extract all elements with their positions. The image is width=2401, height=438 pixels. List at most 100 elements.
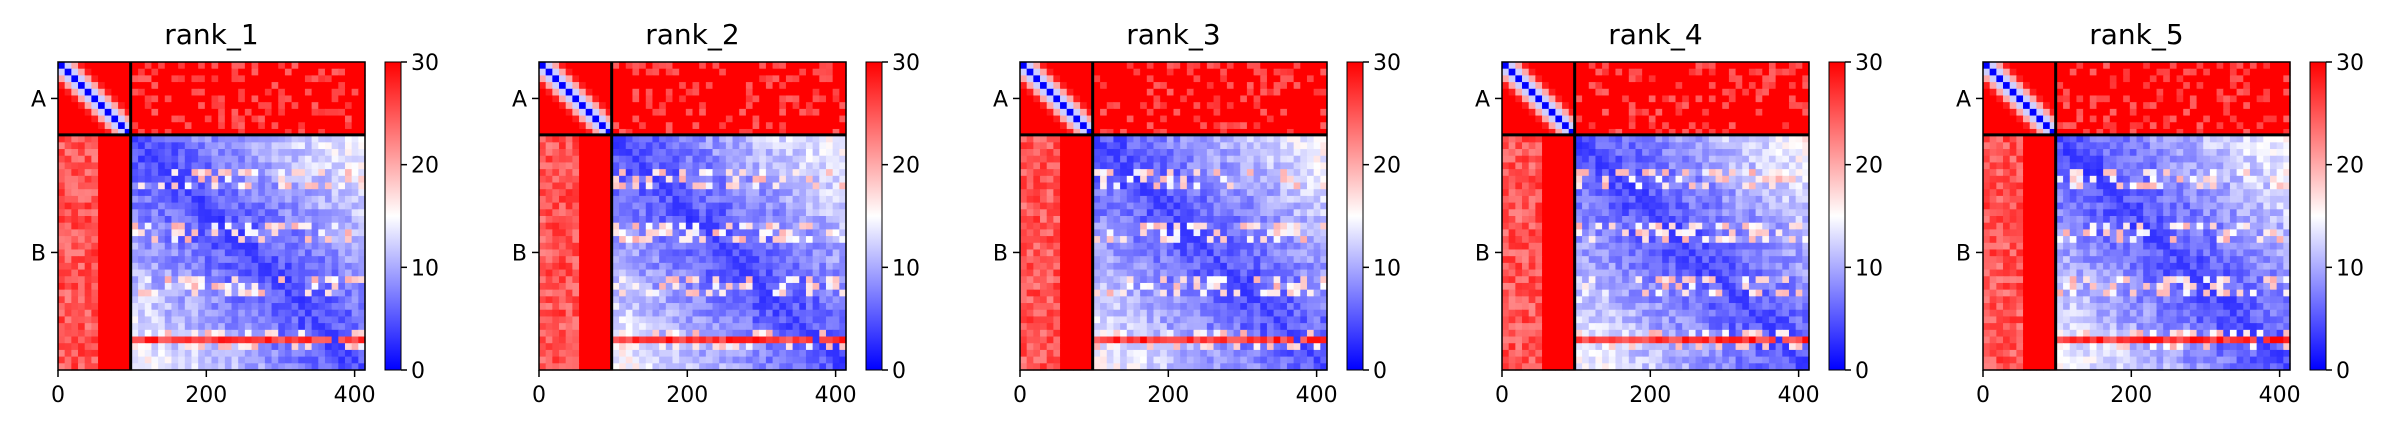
heatmap-cell <box>251 162 259 170</box>
heatmap-cell <box>204 162 213 170</box>
heatmap-cell <box>645 289 654 297</box>
heatmap-cell <box>1173 135 1181 143</box>
heatmap-cell <box>705 216 714 224</box>
heatmap-cell <box>1240 135 1248 143</box>
heatmap-cell <box>599 62 607 70</box>
heatmap-cell <box>785 296 794 304</box>
heatmap-cell <box>792 336 800 344</box>
heatmap-cell <box>679 276 687 284</box>
heatmap-cell <box>71 216 79 224</box>
heatmap-cell <box>1246 75 1255 83</box>
heatmap-cell <box>819 202 827 210</box>
heatmap-cell <box>785 88 794 97</box>
heatmap-cell <box>138 182 146 190</box>
heatmap-cell <box>231 269 239 277</box>
heatmap-cell <box>204 135 213 143</box>
heatmap-cell <box>151 249 159 257</box>
heatmap-cell <box>284 122 293 130</box>
heatmap-cell <box>792 82 800 90</box>
heatmap-cell <box>251 323 259 331</box>
heatmap-cell <box>539 349 547 358</box>
heatmap-cell <box>752 282 760 291</box>
heatmap-cell <box>659 115 667 123</box>
heatmap-cell <box>118 128 126 137</box>
heatmap-cell <box>592 249 600 257</box>
heatmap-cell <box>351 256 359 264</box>
heatmap-cell <box>91 316 99 324</box>
heatmap-cell <box>238 122 246 130</box>
heatmap-cell <box>131 135 139 143</box>
heatmap-cell <box>1080 88 1088 97</box>
heatmap-cell <box>204 189 213 197</box>
heatmap-cell <box>331 303 339 311</box>
heatmap-cell <box>1260 128 1268 137</box>
heatmap-cell <box>111 169 119 177</box>
heatmap-cell <box>599 88 607 97</box>
heatmap-cell <box>238 142 246 150</box>
heatmap-cell <box>619 82 627 90</box>
heatmap-cell <box>1266 135 1275 143</box>
heatmap-cell <box>732 356 740 364</box>
heatmap-cell <box>559 242 567 251</box>
heatmap-cell <box>138 142 146 150</box>
heatmap-cell <box>78 303 86 311</box>
heatmap-cell <box>685 276 694 284</box>
heatmap-cell <box>78 309 86 318</box>
heatmap-cell <box>124 135 133 143</box>
heatmap-cell <box>772 356 780 364</box>
heatmap-cell <box>1033 82 1041 90</box>
heatmap-cell <box>1280 95 1288 103</box>
heatmap-cell <box>251 202 259 210</box>
heatmap-cell <box>725 336 734 344</box>
heatmap-cell <box>825 122 834 130</box>
heatmap-cell <box>759 115 767 123</box>
heatmap-cell <box>131 216 139 224</box>
heatmap-cell <box>124 95 133 103</box>
heatmap-cell <box>799 122 807 130</box>
heatmap-cell <box>224 75 233 83</box>
heatmap-cell <box>699 356 707 364</box>
heatmap-cell <box>572 216 580 224</box>
heatmap-cell <box>552 343 560 351</box>
heatmap-cell <box>298 289 306 297</box>
heatmap-cell <box>605 128 614 137</box>
heatmap-cell <box>331 323 339 331</box>
heatmap-cell <box>244 222 253 230</box>
heatmap-cell <box>572 88 580 97</box>
heatmap-cell <box>298 343 306 351</box>
heatmap-cell <box>158 169 166 177</box>
heatmap-cell <box>732 269 740 277</box>
heatmap-cell <box>739 195 747 204</box>
heatmap-cell <box>585 115 593 123</box>
heatmap-cell <box>1186 122 1195 130</box>
heatmap-cell <box>799 95 807 103</box>
heatmap-cell <box>1320 95 1328 103</box>
heatmap-cell <box>539 102 547 110</box>
heatmap-cell <box>64 195 72 204</box>
heatmap-cell <box>825 189 834 197</box>
heatmap-cell <box>839 135 847 143</box>
heatmap-cell <box>799 242 807 251</box>
heatmap-cell <box>118 316 126 324</box>
heatmap-cell <box>258 336 266 344</box>
heatmap-cell <box>565 115 573 123</box>
heatmap-cell <box>158 82 166 90</box>
heatmap-cell <box>825 336 834 344</box>
heatmap-cell <box>652 222 660 230</box>
heatmap-cell <box>351 276 359 284</box>
heatmap-cell <box>665 189 674 197</box>
heatmap-cell <box>178 115 186 123</box>
heatmap-cell <box>665 115 674 123</box>
heatmap-cell <box>699 303 707 311</box>
heatmap-cell <box>238 323 246 331</box>
heatmap-cell <box>772 216 780 224</box>
heatmap-cell <box>799 363 807 371</box>
heatmap-cell <box>264 82 273 90</box>
heatmap-cell <box>178 122 186 130</box>
heatmap-cell <box>552 102 560 110</box>
heatmap-cell <box>612 329 620 338</box>
heatmap-cell <box>264 242 273 251</box>
heatmap-cell <box>565 169 573 177</box>
heatmap-cell <box>244 236 253 244</box>
heatmap-cell <box>351 155 359 164</box>
